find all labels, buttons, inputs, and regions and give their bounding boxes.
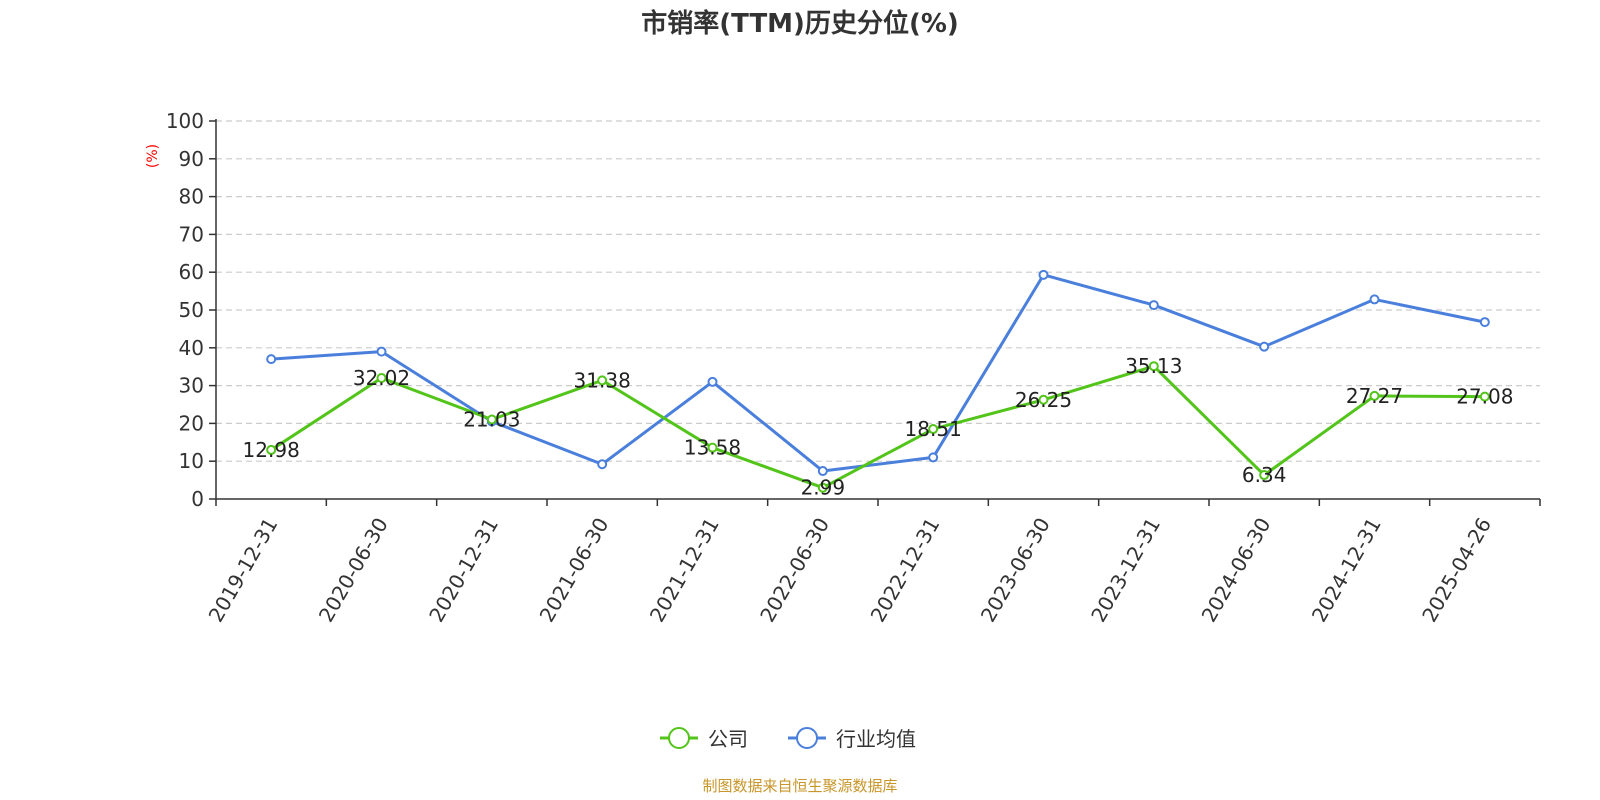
x-tick-label: 2020-06-30 <box>314 514 393 627</box>
x-tick-label: 2024-12-31 <box>1307 514 1386 627</box>
y-tick-label: 100 <box>166 109 204 133</box>
data-point-company[interactable] <box>1259 470 1270 481</box>
y-tick-label: 60 <box>179 260 204 284</box>
x-tick-label: 2023-06-30 <box>976 514 1055 627</box>
data-label: 13.58 <box>684 436 741 460</box>
data-label: 26.25 <box>1015 388 1072 412</box>
legend-label: 行业均值 <box>836 727 916 751</box>
data-label: 21.03 <box>463 408 520 432</box>
x-axis-ticks: 2019-12-31 2020-06-30 2020-12-31 2021-06-30… <box>204 499 1541 627</box>
legend-item-industry-average[interactable]: 行业均值 <box>788 727 916 751</box>
data-point-industry-average[interactable] <box>1479 317 1490 328</box>
data-point-industry-average[interactable] <box>266 354 277 365</box>
y-tick-label: 80 <box>179 185 204 209</box>
data-label: 35.13 <box>1125 354 1182 378</box>
x-tick-label: 2023-12-31 <box>1086 514 1165 627</box>
y-tick-label: 70 <box>179 222 204 246</box>
data-label: 27.08 <box>1456 385 1513 409</box>
y-tick-label: 90 <box>179 147 204 171</box>
legend-marker <box>796 727 818 749</box>
data-point-company[interactable] <box>928 424 939 435</box>
x-tick-label: 2024-06-30 <box>1197 514 1276 627</box>
legend-marker <box>668 727 690 749</box>
x-tick-label: 2021-06-30 <box>535 514 614 627</box>
data-point-industry-average[interactable] <box>1369 294 1380 305</box>
legend[interactable]: 公司 行业均值 <box>660 727 916 751</box>
legend-item-company[interactable]: 公司 <box>660 727 748 751</box>
y-tick-label: 0 <box>191 487 204 511</box>
x-tick-label: 2021-12-31 <box>645 514 724 627</box>
chart-title: 市销率(TTM)历史分位(%) <box>641 8 959 39</box>
y-tick-label: 30 <box>179 374 204 398</box>
y-axis-ticks: 0 10 20 30 40 50 60 70 80 90 100 <box>166 109 216 511</box>
legend-label: 公司 <box>708 727 748 751</box>
x-tick-label: 2020-12-31 <box>424 514 503 627</box>
data-point-company[interactable] <box>376 372 387 383</box>
data-point-company[interactable] <box>266 444 277 455</box>
y-axis-unit-label: (%) <box>145 144 161 168</box>
data-point-company[interactable] <box>1038 394 1049 405</box>
data-point-industry-average[interactable] <box>1259 341 1270 352</box>
axes <box>215 119 1540 500</box>
x-tick-label: 2025-04-26 <box>1417 514 1496 627</box>
data-point-industry-average[interactable] <box>1148 300 1159 311</box>
data-point-company[interactable] <box>707 442 718 453</box>
data-point-company[interactable] <box>486 414 497 425</box>
data-label: 2.99 <box>801 476 846 500</box>
data-point-industry-average[interactable] <box>1038 269 1049 280</box>
data-label: 27.27 <box>1346 384 1403 408</box>
data-label: 18.51 <box>905 417 962 441</box>
series-line-industry-average <box>271 273 1486 473</box>
data-point-industry-average[interactable] <box>597 459 608 470</box>
y-tick-label: 10 <box>179 449 204 473</box>
data-point-industry-average[interactable] <box>928 452 939 463</box>
data-label: 6.34 <box>1242 463 1287 487</box>
series-line-company <box>270 364 1485 490</box>
y-tick-label: 50 <box>179 298 204 322</box>
data-point-industry-average[interactable] <box>376 346 387 357</box>
data-point-industry-average[interactable] <box>707 376 718 387</box>
data-point-company[interactable] <box>1369 390 1380 401</box>
source-note: 制图数据来自恒生聚源数据库 <box>702 777 897 795</box>
x-tick-label: 2022-12-31 <box>866 514 945 627</box>
data-label: 32.02 <box>353 366 410 390</box>
y-tick-label: 20 <box>179 411 204 435</box>
x-tick-label: 2022-06-30 <box>755 514 834 627</box>
grid-lines <box>216 120 1540 462</box>
y-tick-label: 40 <box>179 336 204 360</box>
data-point-company[interactable] <box>1148 361 1159 372</box>
data-point-industry-average[interactable] <box>817 466 828 477</box>
series-group: 12.98 32.02 21.03 31.38 13.58 2.99 18.51 26.25 3… <box>243 269 1513 500</box>
data-label: 31.38 <box>574 368 631 392</box>
x-tick-label: 2019-12-31 <box>204 514 283 627</box>
data-point-company[interactable] <box>817 482 828 493</box>
data-label: 12.98 <box>243 438 300 462</box>
data-point-company[interactable] <box>597 375 608 386</box>
data-point-company[interactable] <box>1479 391 1490 402</box>
